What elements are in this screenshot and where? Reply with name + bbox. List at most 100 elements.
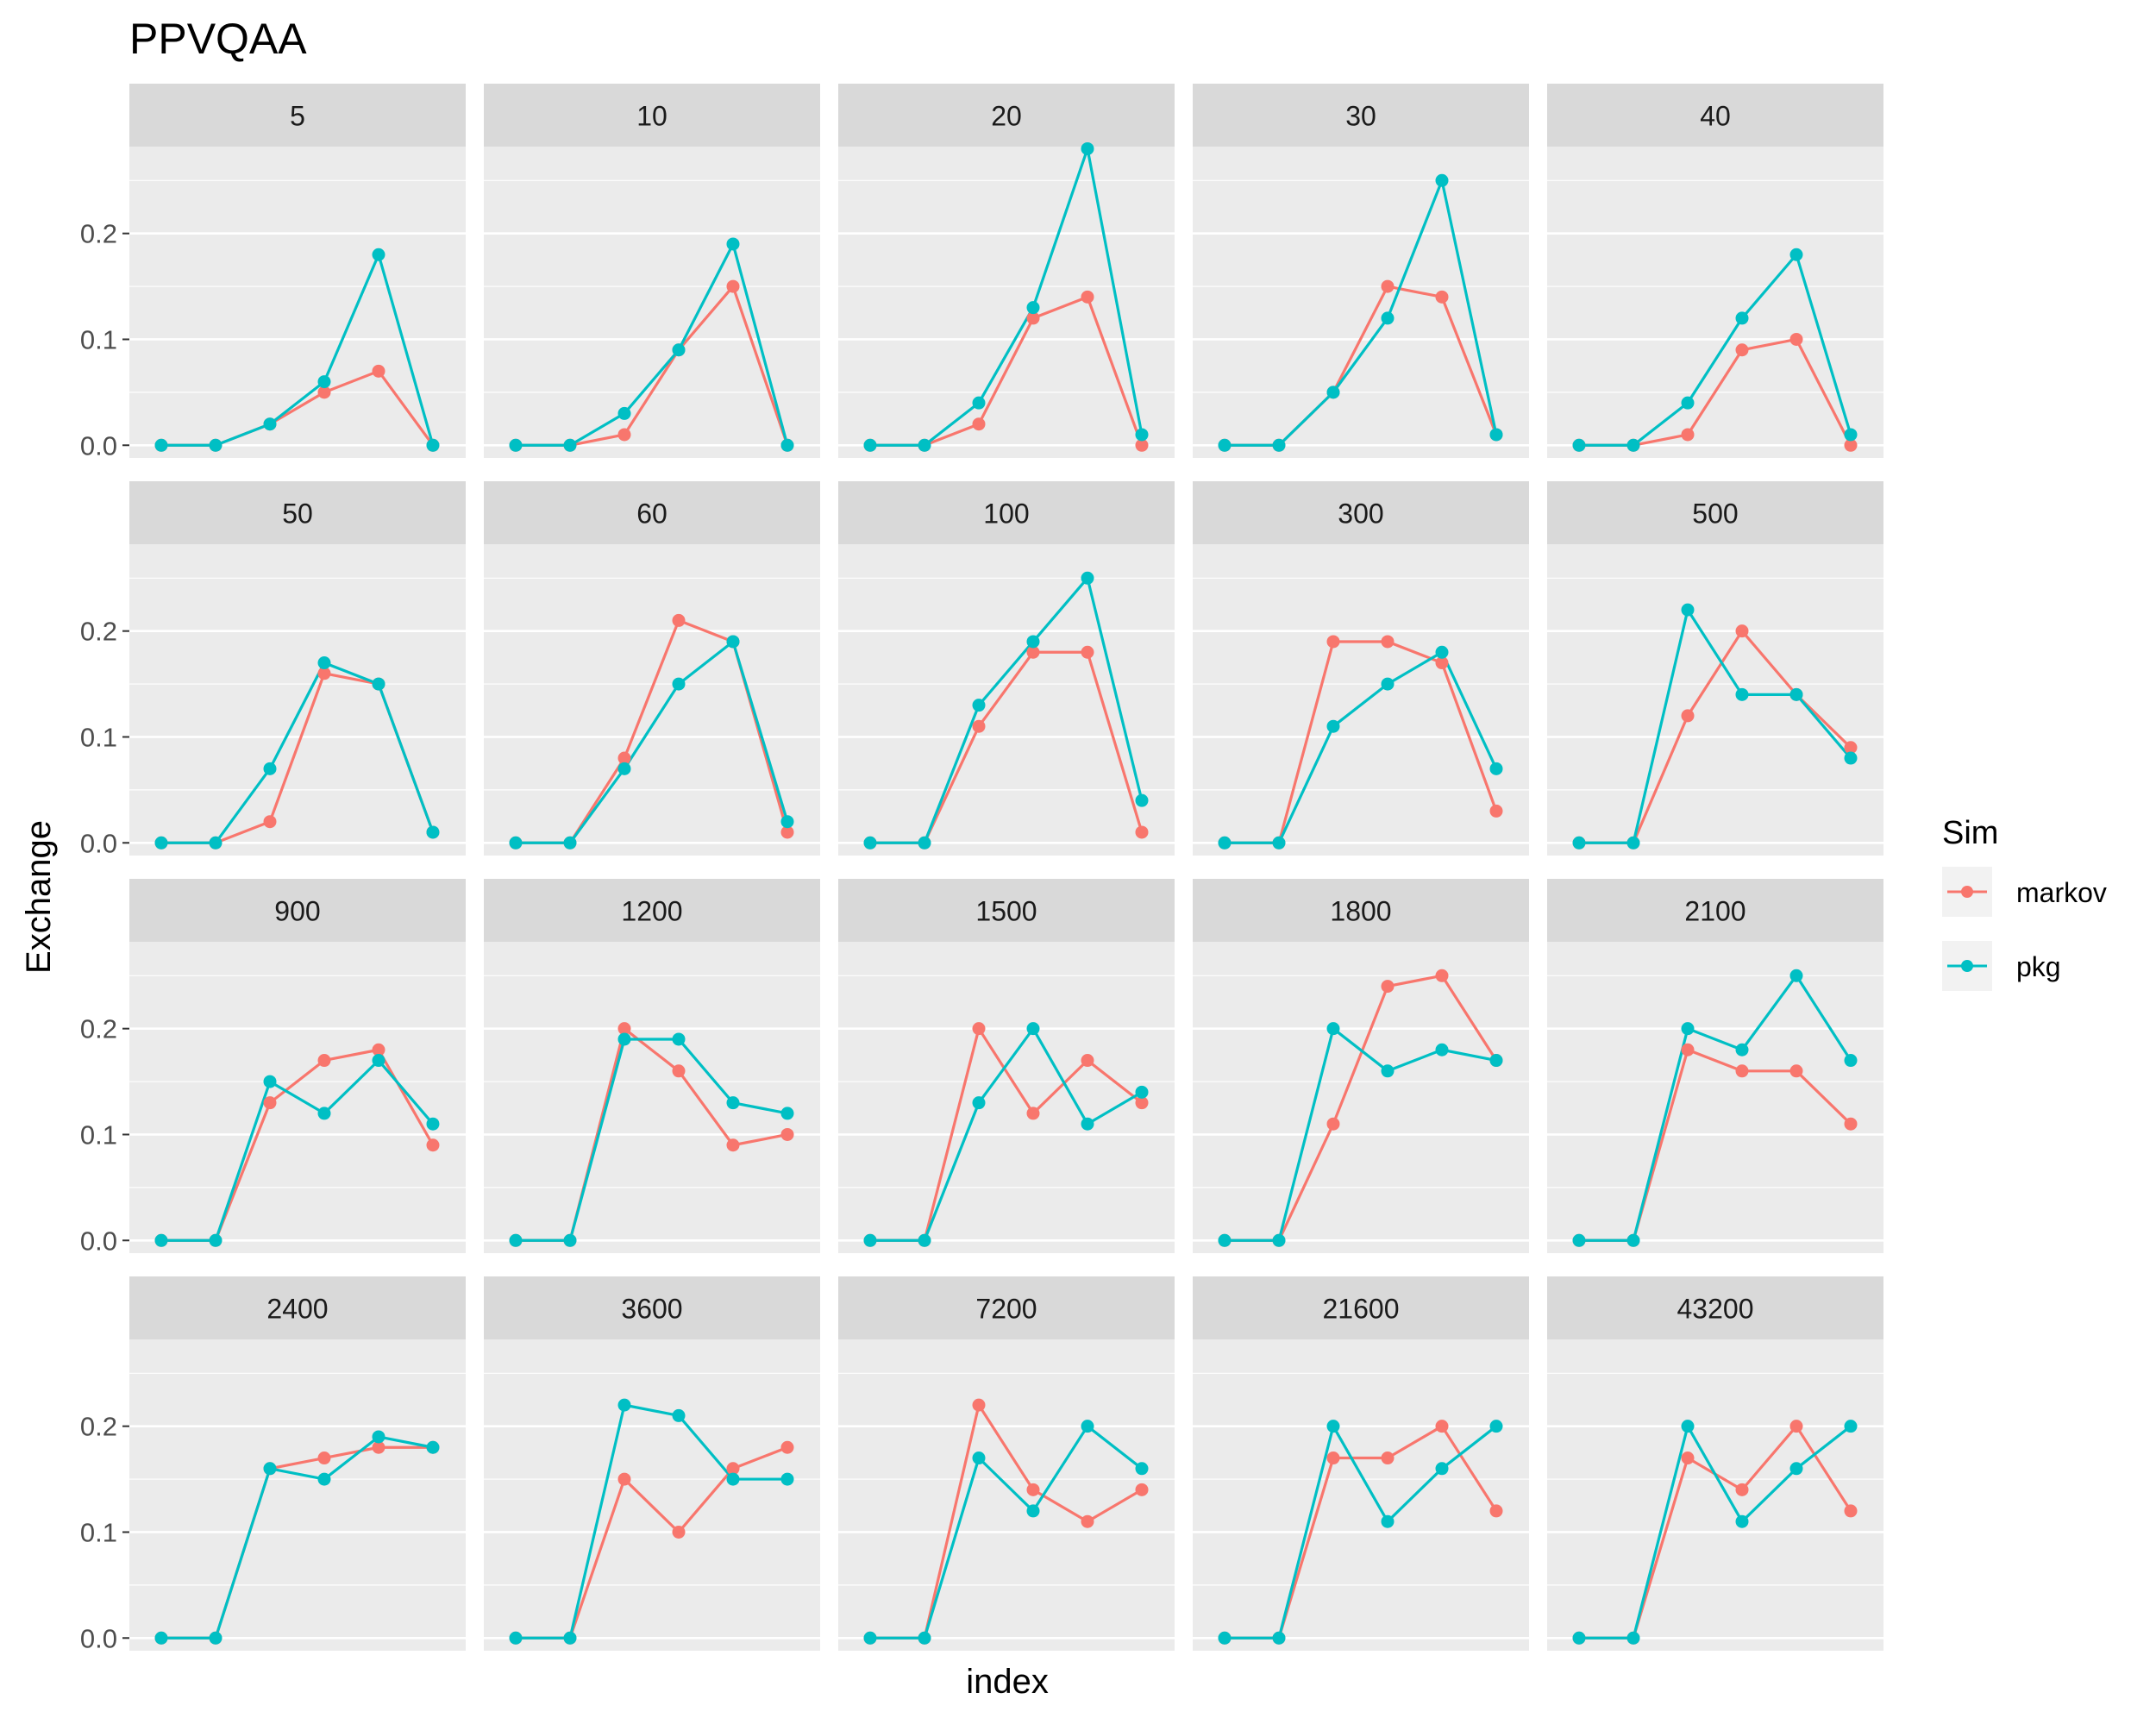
facet-strip-label: 40 (1700, 101, 1731, 132)
data-point-pkg (1735, 311, 1749, 325)
data-point-pkg (1681, 603, 1695, 617)
data-point-markov (1026, 1107, 1040, 1120)
legend-label-markov: markov (2016, 877, 2107, 908)
facet-panel: 1800 (1193, 879, 1529, 1253)
data-point-pkg (263, 762, 277, 775)
data-point-pkg (1489, 1054, 1503, 1068)
facet-panel: 7200 (838, 1276, 1175, 1651)
facet-strip-label: 60 (636, 498, 667, 530)
facet-panel-background (1547, 1339, 1883, 1651)
series-line-pkg (870, 147, 1144, 447)
data-point-pkg (863, 1631, 877, 1645)
data-point-markov (1735, 624, 1749, 638)
data-point-pkg (1218, 438, 1232, 452)
data-point-pkg (1135, 793, 1149, 807)
data-point-markov (1789, 332, 1803, 346)
data-point-pkg (154, 1631, 168, 1645)
data-point-pkg (780, 815, 794, 829)
data-point-pkg (563, 438, 577, 452)
data-point-pkg (509, 1233, 523, 1247)
data-point-markov (1844, 741, 1858, 755)
data-point-pkg (1135, 428, 1149, 442)
series-line-pkg (516, 640, 789, 844)
x-axis-label: index (966, 1663, 1049, 1701)
data-point-markov (372, 1043, 385, 1057)
facet-strip (484, 879, 820, 942)
data-point-pkg (509, 438, 523, 452)
data-point-markov (1735, 343, 1749, 357)
facet-panel-background (1547, 147, 1883, 458)
series-line-pkg (1579, 1425, 1852, 1640)
data-point-pkg (154, 1233, 168, 1247)
data-point-markov (1081, 645, 1094, 659)
data-point-pkg (1381, 311, 1395, 325)
data-point-pkg (1844, 428, 1858, 442)
data-point-pkg (317, 1472, 331, 1486)
facet-strip (129, 481, 466, 544)
facet-strip (838, 481, 1175, 544)
series-line-pkg (516, 242, 789, 447)
facet-strip-label: 1200 (621, 896, 682, 927)
data-point-pkg (780, 1472, 794, 1486)
facet-strip-label: 3600 (621, 1294, 682, 1325)
data-point-pkg (1572, 438, 1586, 452)
data-point-markov (317, 386, 331, 399)
y-tick-label: 0.2 (80, 1014, 117, 1044)
data-point-pkg (726, 1096, 740, 1110)
data-point-markov (1844, 1117, 1858, 1131)
data-point-pkg (1572, 1631, 1586, 1645)
y-axis-label: Exchange (20, 820, 58, 974)
data-point-pkg (1844, 751, 1858, 765)
y-tick-label: 0.0 (80, 828, 117, 858)
data-point-markov (726, 279, 740, 293)
facet-panel: 10 (484, 84, 820, 458)
facet-panel-background (484, 544, 820, 856)
series-line-pkg (1579, 608, 1852, 844)
facet-panel: 2400 0.0 0.1 0.2 (80, 1276, 466, 1653)
data-point-pkg (1081, 1117, 1094, 1131)
facet-panel: 21600 (1193, 1276, 1529, 1651)
facet-panel-background (129, 544, 466, 856)
data-point-markov (263, 815, 277, 829)
data-point-markov (617, 1022, 631, 1036)
facet-strip-label: 21600 (1323, 1294, 1400, 1325)
data-point-pkg (1081, 1420, 1094, 1433)
data-point-pkg (1735, 1514, 1749, 1528)
data-point-markov (1789, 1064, 1803, 1078)
data-point-pkg (1272, 1233, 1286, 1247)
facet-panel: 2100 (1547, 879, 1883, 1253)
legend-key-pkg-point (1961, 960, 1973, 972)
series-line-pkg (161, 661, 435, 844)
data-point-pkg (1026, 301, 1040, 315)
facet-strip (129, 84, 466, 147)
data-point-pkg (263, 1462, 277, 1476)
y-tick-label: 0.1 (80, 1119, 117, 1150)
data-point-pkg (672, 1408, 686, 1422)
data-point-pkg (1435, 1043, 1449, 1057)
y-tick-label: 0.2 (80, 617, 117, 647)
series-line-pkg (1225, 1425, 1497, 1640)
series-line-pkg (516, 1403, 787, 1640)
data-point-pkg (918, 1631, 931, 1645)
facet-panel-background (838, 544, 1175, 856)
data-point-pkg (1435, 1462, 1449, 1476)
data-point-pkg (1218, 1631, 1232, 1645)
data-point-pkg (1844, 1054, 1858, 1068)
facet-strip (1547, 84, 1883, 147)
data-point-pkg (1435, 173, 1449, 187)
data-point-pkg (726, 237, 740, 251)
data-point-pkg (509, 836, 523, 850)
facet-panel: 1200 (484, 879, 820, 1253)
data-point-markov (780, 1440, 794, 1454)
data-point-pkg (1789, 248, 1803, 261)
data-point-markov (1735, 1064, 1749, 1078)
data-point-markov (726, 1138, 740, 1152)
data-point-pkg (372, 248, 385, 261)
facet-strip-label: 20 (991, 101, 1022, 132)
facet-strip-label: 5 (290, 101, 305, 132)
data-point-pkg (1844, 1420, 1858, 1433)
data-point-pkg (563, 1233, 577, 1247)
data-point-markov (1381, 980, 1395, 994)
data-point-pkg (1681, 396, 1695, 410)
facet-panel-background (484, 942, 820, 1253)
